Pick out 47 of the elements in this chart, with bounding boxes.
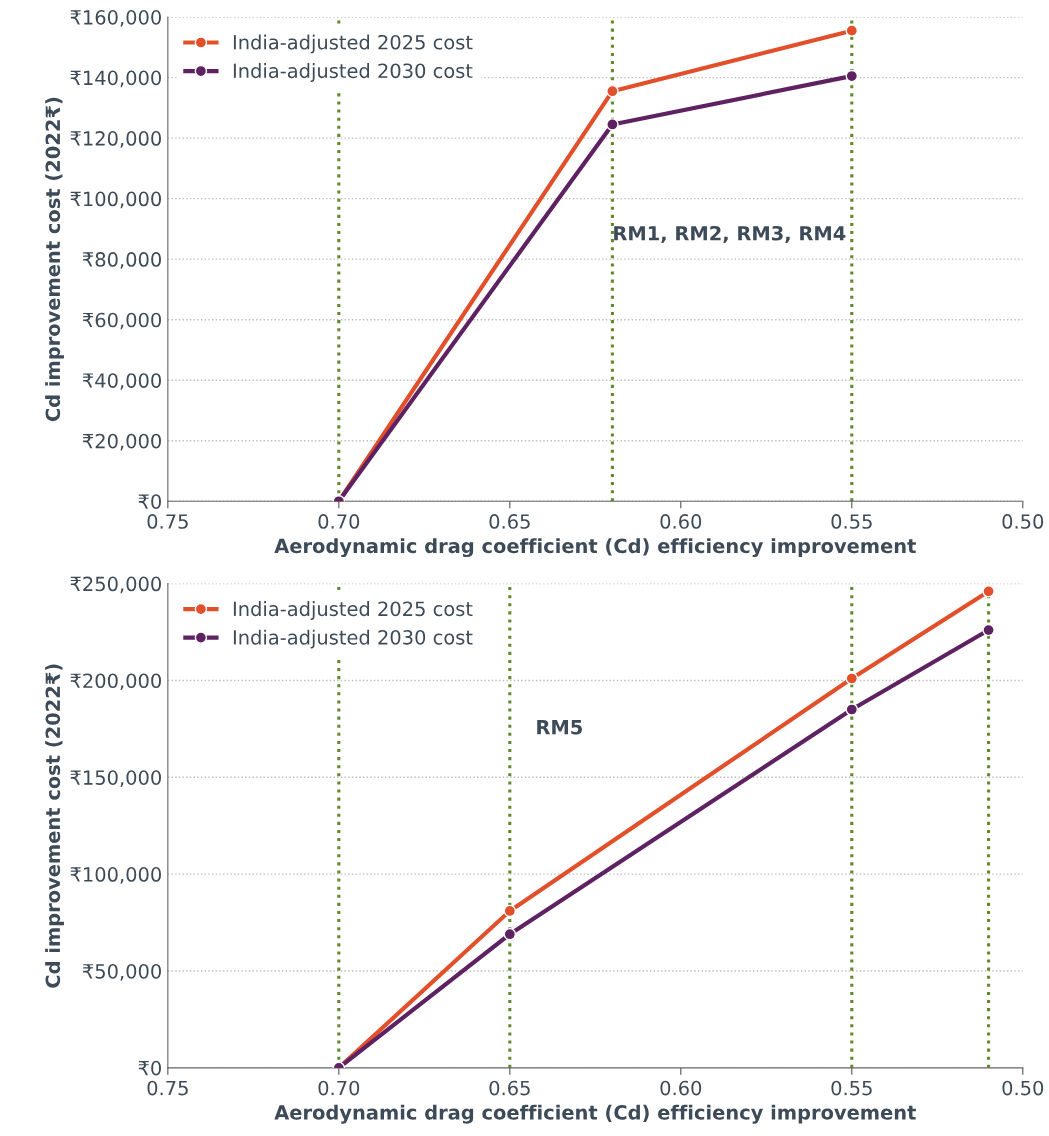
y-tick-label: ₹60,000 xyxy=(82,312,161,330)
x-tick-label: 0.75 xyxy=(147,1080,188,1096)
point xyxy=(845,672,859,685)
point xyxy=(845,703,859,716)
point xyxy=(982,623,995,637)
point xyxy=(606,118,619,131)
point xyxy=(845,69,859,83)
x-tick-label: 0.60 xyxy=(660,514,702,529)
annotation: RM5 xyxy=(537,720,582,735)
x-axis-title: Aerodynamic drag coefficient (Cd) efficiency improvement xyxy=(274,1104,916,1124)
y-tick-label: ₹140,000 xyxy=(70,70,161,88)
y-tick-label: ₹160,000 xyxy=(70,10,161,27)
x-tick-label: 0.55 xyxy=(831,514,872,529)
y-tick-label: ₹250,000 xyxy=(70,576,161,594)
y-tick-label: ₹120,000 xyxy=(70,131,161,148)
legend-label: India-adjusted 2025 cost xyxy=(233,601,473,620)
legend-label: India-adjusted 2030 cost xyxy=(233,63,473,82)
y-tick-label: ₹40,000 xyxy=(82,373,161,390)
y-tick-label: ₹20,000 xyxy=(82,433,161,451)
y-axis-title: Cd improvement cost (2022₹) xyxy=(45,664,64,988)
y-tick-label: ₹0 xyxy=(138,494,161,509)
legend-label: India-adjusted 2030 cost xyxy=(233,629,473,649)
x-axis-title: Aerodynamic drag coefficient (Cd) efficiency improvement xyxy=(274,538,916,558)
y-tick-label: ₹200,000 xyxy=(70,673,161,691)
legend-label: India-adjusted 2025 cost xyxy=(233,34,473,54)
point xyxy=(845,24,859,37)
point xyxy=(503,927,517,941)
x-tick-label: 0.50 xyxy=(1002,514,1044,529)
x-tick-label: 0.60 xyxy=(660,1080,702,1096)
y-tick-label: ₹100,000 xyxy=(70,867,161,884)
x-tick-label: 0.75 xyxy=(147,514,188,529)
x-tick-label: 0.50 xyxy=(1002,1080,1044,1096)
point xyxy=(503,904,517,918)
annotation: RM1, RM2, RM3, RM4 xyxy=(614,225,846,244)
y-tick-label: ₹100,000 xyxy=(70,191,161,209)
y-tick-label: ₹50,000 xyxy=(82,963,161,981)
point xyxy=(982,585,995,598)
x-tick-label: 0.70 xyxy=(318,1080,360,1096)
x-tick-label: 0.65 xyxy=(489,514,530,529)
x-tick-label: 0.55 xyxy=(831,1080,872,1096)
point xyxy=(606,84,619,98)
y-axis-title: Cd improvement cost (2022₹) xyxy=(45,97,64,422)
x-tick-label: 0.65 xyxy=(489,1080,530,1096)
y-tick-label: ₹0 xyxy=(138,1060,161,1076)
x-tick-label: 0.70 xyxy=(318,514,360,529)
y-tick-label: ₹80,000 xyxy=(82,252,161,269)
y-tick-label: ₹150,000 xyxy=(70,770,161,787)
